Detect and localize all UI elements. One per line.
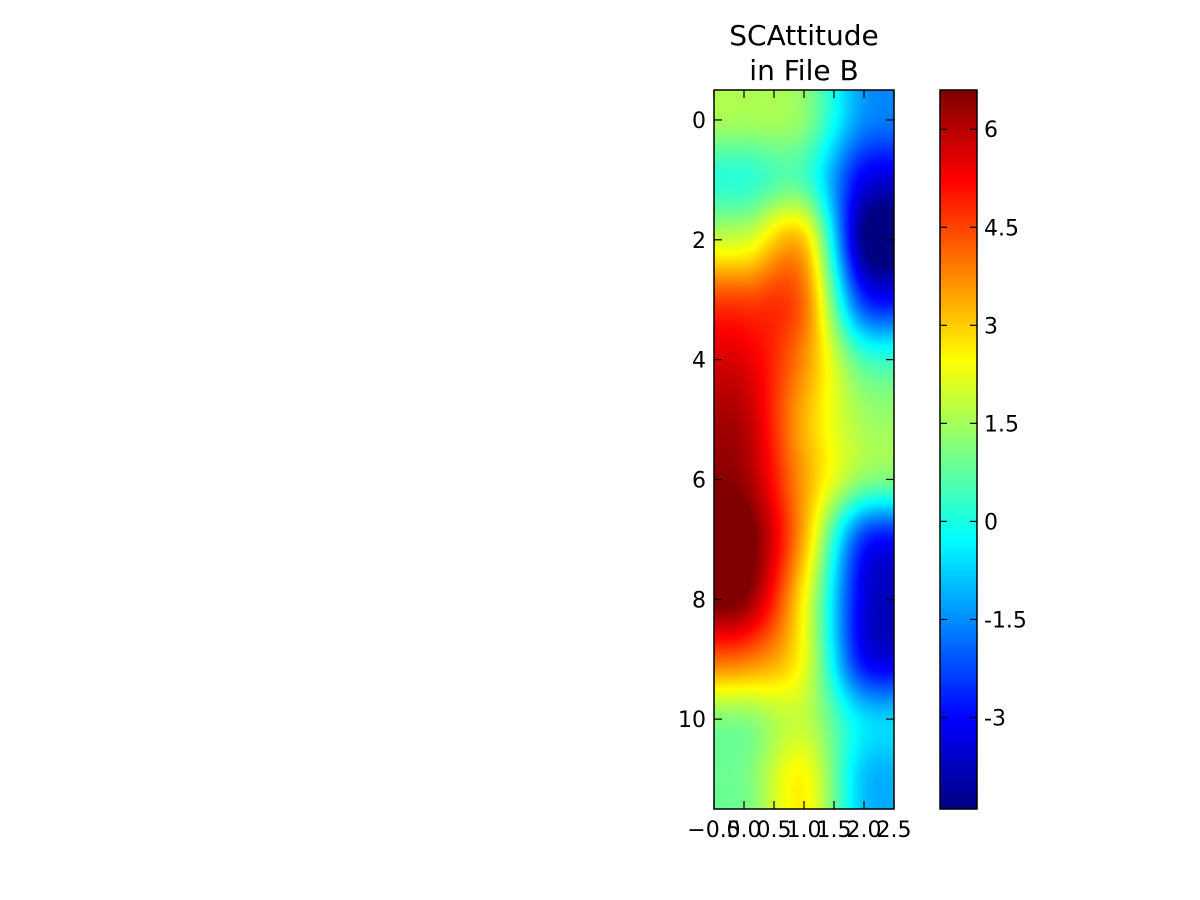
y-tick-label: 4 [692,349,706,374]
heatmap-area [714,90,894,809]
colorbar-tick-label: -1.5 [984,608,1027,633]
colorbar-frame [939,89,978,810]
colorbar-tick-label: 4.5 [984,216,1019,241]
colorbar-tick-label: 3 [984,314,998,339]
colorbar-tick-label: -3 [984,706,1006,731]
y-axis: 0 2 4 6 8 10 [678,109,894,733]
colorbar [940,90,977,809]
y-tick-label: 8 [692,588,706,613]
x-tick-label: 1.0 [787,818,822,843]
x-axis: −0.50.00.51.01.52.02.5 [687,90,912,843]
chart-title-line-1: SCAttitude [729,19,878,52]
y-tick-label: 0 [692,109,706,134]
y-tick-label: 6 [692,468,706,493]
colorbar-axis: 6 4.5 3 1.5 0 -1.5 -3 [940,118,1027,731]
x-tick-label: 0.5 [757,818,792,843]
x-tick-label: 0.0 [727,818,762,843]
x-tick-label: 1.5 [817,818,852,843]
chart-title-line-2: in File B [749,54,858,87]
x-tick-label: 2.5 [877,818,912,843]
y-tick-label: 2 [692,229,706,254]
x-tick-label: 2.0 [847,818,882,843]
colorbar-tick-label: 1.5 [984,412,1019,437]
colorbar-tick-label: 0 [984,510,998,535]
x-tick-label: −0.5 [687,818,740,843]
y-tick-label: 10 [678,708,706,733]
colorbar-tick-label: 6 [984,118,998,143]
